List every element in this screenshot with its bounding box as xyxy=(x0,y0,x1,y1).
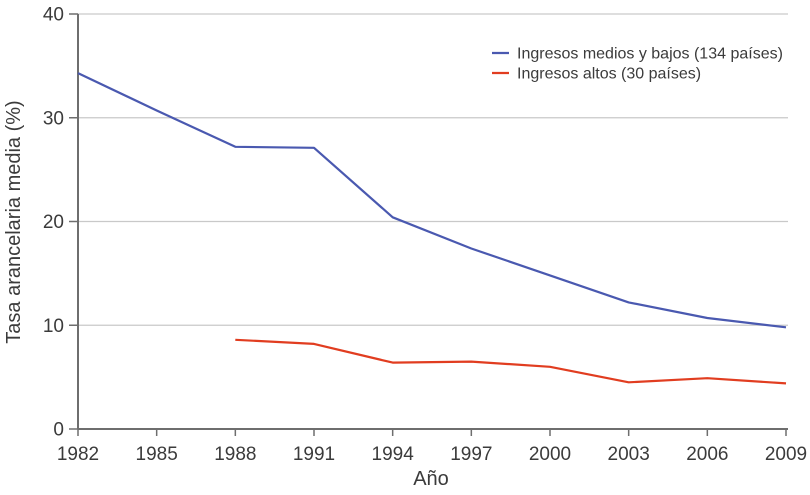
y-tick-label-30: 30 xyxy=(43,108,64,129)
x-tick-label-2000: 2000 xyxy=(529,444,571,465)
y-tick-label-10: 10 xyxy=(43,316,64,337)
series-line-0 xyxy=(77,72,787,329)
x-tick-label-2003: 2003 xyxy=(608,444,650,465)
x-axis-ticks: 1982 1985 1988 1991 1994 1997 2000 2003 2006 2009 xyxy=(57,429,807,465)
y-tick-label-0: 0 xyxy=(53,420,64,441)
x-tick-label-1991: 1991 xyxy=(293,444,335,465)
x-tick-label-2009: 2009 xyxy=(765,444,807,465)
x-tick-label-1985: 1985 xyxy=(136,444,178,465)
x-tick-label-1982: 1982 xyxy=(57,444,99,465)
legend-label-medios-bajos: Ingresos medios y bajos (134 países) xyxy=(517,46,783,63)
x-axis-title: Año xyxy=(413,468,449,490)
x-tick-label-1994: 1994 xyxy=(372,444,415,465)
legend-label-altos: Ingresos altos (30 países) xyxy=(517,66,701,83)
y-tick-label-40: 40 xyxy=(43,5,64,26)
y-axis-title: Tasa arancelaria media (%) xyxy=(3,100,25,343)
y-axis-ticks: 0 10 20 30 40 xyxy=(43,5,78,441)
x-tick-label-2006: 2006 xyxy=(686,444,728,465)
data-series-lines xyxy=(77,72,787,385)
legend: Ingresos medios y bajos (134 países) Ing… xyxy=(492,46,783,83)
gridlines xyxy=(78,13,788,326)
x-tick-label-1988: 1988 xyxy=(214,444,256,465)
x-tick-label-1997: 1997 xyxy=(450,444,492,465)
y-tick-label-20: 20 xyxy=(43,212,64,233)
series-line-1 xyxy=(235,338,787,385)
